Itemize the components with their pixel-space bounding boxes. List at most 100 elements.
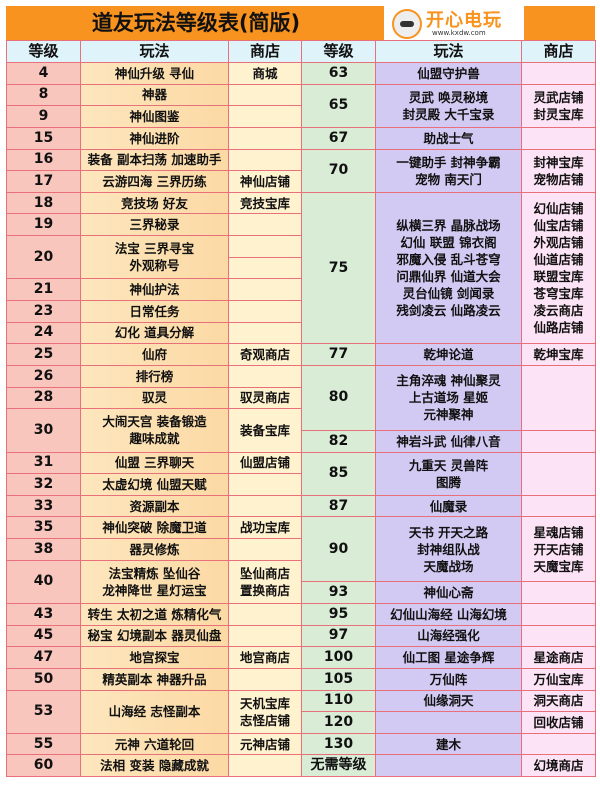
left-shop-cell: 仙盟店铺: [228, 451, 302, 475]
right-shop-cell: [521, 429, 596, 453]
left-shop-cell: [228, 603, 302, 626]
right-shop-cell: [521, 126, 596, 150]
left-shop-cell: 坠仙商店 置换商店: [228, 559, 302, 604]
right-shop-cell: 灵武店铺 封灵宝库: [521, 83, 596, 128]
left-shop-cell: 元神店铺: [228, 732, 302, 756]
left-level-cell: 43: [6, 603, 81, 626]
left-level-cell: 55: [6, 732, 81, 756]
right-play-cell: 乾坤论道: [375, 343, 522, 366]
left-shop-cell: [228, 105, 302, 128]
left-level-cell: 23: [6, 300, 81, 323]
left-play-cell: 驭灵: [80, 386, 229, 410]
header-level: 等级: [6, 40, 81, 63]
right-play-cell: 神仙心斋: [375, 581, 522, 604]
left-level-cell: 8: [6, 83, 81, 107]
right-shop-cell: [521, 624, 596, 648]
left-shop-cell: [228, 473, 302, 496]
right-level-cell: 80: [301, 364, 376, 431]
right-shop-cell: [521, 581, 596, 604]
left-shop-cell: [228, 364, 302, 388]
left-shop-cell: 商城: [228, 62, 302, 85]
left-play-cell: 器灵修炼: [80, 538, 229, 561]
right-level-cell: 82: [301, 429, 376, 453]
left-play-cell: 神仙突破 除魔卫道: [80, 516, 229, 540]
left-level-cell: 20: [6, 235, 81, 280]
left-play-cell: 幻化 道具分解: [80, 321, 229, 345]
left-play-cell: 山海经 志怪副本: [80, 689, 229, 734]
right-play-cell: 神岩斗武 仙律八音: [375, 429, 522, 453]
right-shop-cell: [521, 494, 596, 518]
right-play-cell: 纵横三界 晶脉战场 幻仙 联盟 锦衣阁 邪魔入侵 乱斗苍穹 问鼎仙界 仙道大会 …: [375, 191, 522, 345]
left-shop-cell: [228, 300, 302, 323]
right-play-cell: 一键助手 封神争霸 宠物 南天门: [375, 148, 522, 193]
left-shop-cell: [228, 126, 302, 150]
left-shop-cell: 地宫商店: [228, 646, 302, 669]
left-play-cell: 神仙护法: [80, 278, 229, 302]
left-level-cell: 19: [6, 213, 81, 237]
right-level-cell: 77: [301, 343, 376, 366]
right-shop-cell: [521, 364, 596, 431]
left-level-cell: 9: [6, 105, 81, 128]
header-play: 玩法: [375, 40, 522, 63]
left-play-cell: 转生 太初之道 炼精化气: [80, 603, 229, 626]
left-shop-cell: [228, 538, 302, 561]
right-play-cell: 灵武 唤灵秘境 封灵殿 大千宝录: [375, 83, 522, 128]
left-play-cell: 神仙升级 寻仙: [80, 62, 229, 85]
right-level-cell: 75: [301, 191, 376, 345]
right-level-cell: 93: [301, 581, 376, 604]
right-level-cell: 130: [301, 732, 376, 756]
right-level-cell: 110: [301, 689, 376, 713]
right-level-cell: 无需等级: [301, 754, 376, 778]
left-play-cell: 法相 变装 隐藏成就: [80, 754, 229, 778]
left-level-cell: 31: [6, 451, 81, 475]
left-shop-cell: [228, 494, 302, 518]
mascot-icon: [392, 9, 422, 39]
right-shop-cell: 洞天商店: [521, 689, 596, 713]
left-shop-cell: [228, 667, 302, 691]
logo-name: 开心电玩: [426, 10, 502, 31]
right-level-cell: 65: [301, 83, 376, 128]
left-shop-cell: [228, 256, 302, 280]
left-play-cell: 仙府: [80, 343, 229, 366]
left-level-cell: 33: [6, 494, 81, 518]
header-level: 等级: [301, 40, 376, 63]
left-level-cell: 50: [6, 667, 81, 691]
left-level-cell: 47: [6, 646, 81, 669]
right-play-cell: 天书 开天之路 封神组队战 天魔战场: [375, 516, 522, 583]
left-level-cell: 32: [6, 473, 81, 496]
left-play-cell: 神仙图鉴: [80, 105, 229, 128]
right-shop-cell: 幻境商店: [521, 754, 596, 778]
left-shop-cell: [228, 278, 302, 302]
right-shop-cell: 星途商店: [521, 646, 596, 669]
right-level-cell: 100: [301, 646, 376, 669]
right-level-cell: 105: [301, 667, 376, 691]
left-play-cell: 装备 副本扫荡 加速助手: [80, 148, 229, 172]
left-level-cell: 60: [6, 754, 81, 778]
right-level-cell: 63: [301, 62, 376, 85]
right-play-cell: 山海经强化: [375, 624, 522, 648]
left-level-cell: 53: [6, 689, 81, 734]
left-play-cell: 云游四海 三界历练: [80, 170, 229, 193]
right-play-cell: 仙盟守护兽: [375, 62, 522, 85]
right-shop-cell: 回收店铺: [521, 711, 596, 734]
left-shop-cell: [228, 235, 302, 258]
left-shop-cell: 装备宝库: [228, 408, 302, 453]
right-shop-cell: 乾坤宝库: [521, 343, 596, 366]
right-level-cell: 120: [301, 711, 376, 734]
left-shop-cell: 天机宝库 志怪店铺: [228, 689, 302, 734]
right-shop-cell: [521, 62, 596, 85]
left-shop-cell: [228, 624, 302, 648]
right-play-cell: 仙魔录: [375, 494, 522, 518]
left-play-cell: 竞技场 好友: [80, 191, 229, 215]
left-shop-cell: [228, 148, 302, 172]
right-play-cell: 九重天 灵兽阵 图腾: [375, 451, 522, 496]
left-level-cell: 24: [6, 321, 81, 345]
left-shop-cell: 奇观商店: [228, 343, 302, 366]
left-level-cell: 16: [6, 148, 81, 172]
left-level-cell: 4: [6, 62, 81, 85]
right-shop-cell: 星魂店铺 开天店铺 天魔宝库: [521, 516, 596, 583]
left-shop-cell: 战功宝库: [228, 516, 302, 540]
left-play-cell: 地宫探宝: [80, 646, 229, 669]
right-play-cell: 助战士气: [375, 126, 522, 150]
left-shop-cell: 驭灵商店: [228, 386, 302, 410]
